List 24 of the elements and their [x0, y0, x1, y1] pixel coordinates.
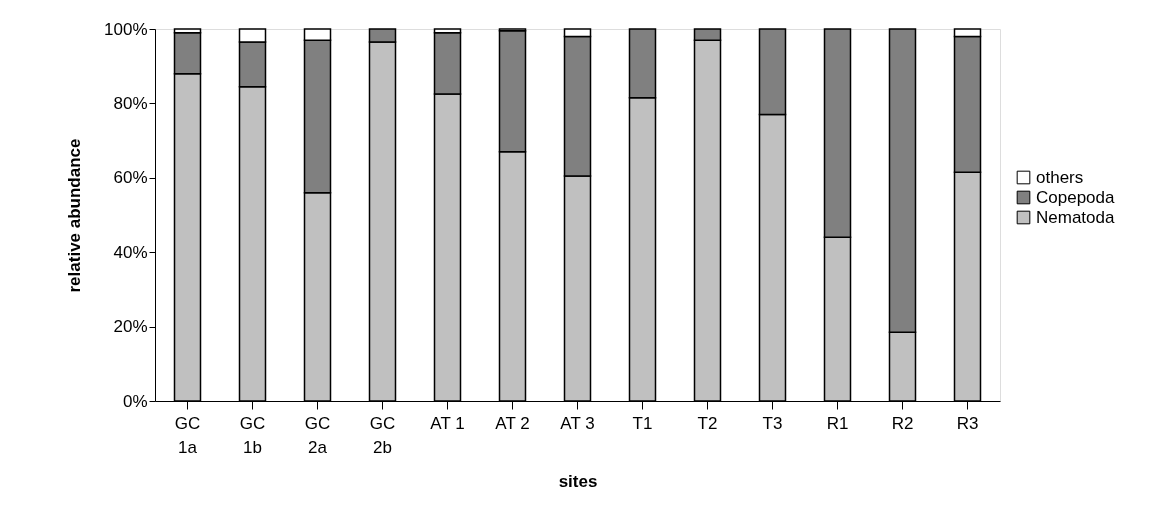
legend-label: others [1036, 167, 1084, 187]
x-tick-label: R3 [956, 413, 979, 433]
y-tick-label: 100% [104, 19, 148, 39]
x-tick-label: AT 2 [495, 413, 530, 433]
x-tick-label: AT 3 [560, 413, 595, 433]
x-tick-label: AT 1 [430, 413, 465, 433]
y-tick-label: 0% [122, 391, 148, 411]
x-tick-label: R2 [891, 413, 914, 433]
y-tick-label: 20% [113, 317, 148, 337]
x-tick-label: GC 1a [174, 413, 201, 457]
x-tick-label: GC 1b [239, 413, 266, 457]
x-tick-label: R1 [826, 413, 849, 433]
y-tick-label: 80% [113, 93, 148, 113]
legend-label: Nematoda [1036, 207, 1115, 227]
x-axis-title: sites [558, 471, 598, 491]
y-tick-label: 40% [113, 242, 148, 262]
legend-label: Copepoda [1036, 187, 1115, 207]
x-tick-label: T2 [697, 413, 718, 433]
x-tick-label: GC 2b [369, 413, 396, 457]
x-tick-label: GC 2a [304, 413, 331, 457]
x-tick-label: T3 [762, 413, 783, 433]
x-tick-label: T1 [632, 413, 653, 433]
y-axis-title: relative abundance [65, 138, 85, 293]
y-tick-label: 60% [113, 168, 148, 188]
